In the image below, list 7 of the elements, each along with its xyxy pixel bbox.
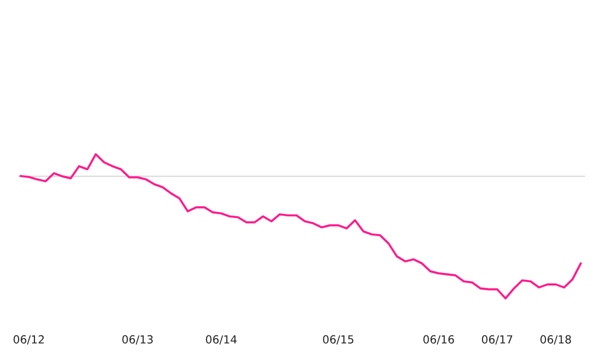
x-tick-label: 06/16 (423, 335, 454, 344)
x-tick-label: 06/12 (14, 335, 44, 344)
x-tick-label: 06/15 (323, 335, 354, 344)
x-tick-label: 06/18 (540, 335, 571, 344)
x-tick-label: 06/14 (206, 335, 237, 344)
x-tick-label: 06/13 (122, 335, 153, 344)
x-tick-label: 06/17 (482, 335, 512, 344)
